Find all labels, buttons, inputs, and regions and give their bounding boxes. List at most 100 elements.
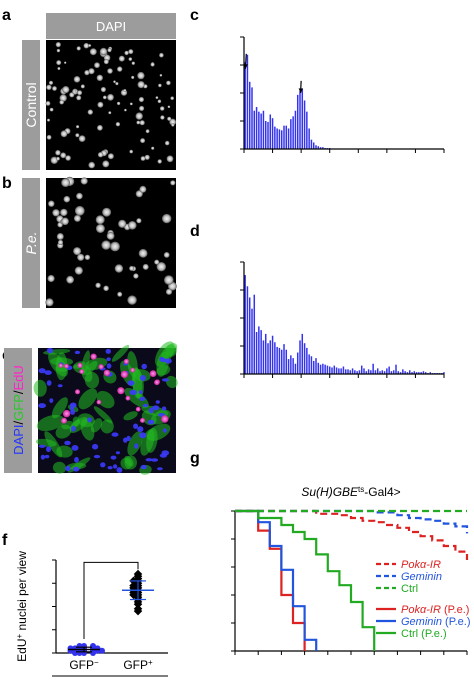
dapi-nucleus (64, 440, 71, 446)
nucleus (77, 90, 83, 96)
dapi-nucleus (157, 467, 163, 471)
edu-nucleus (123, 358, 129, 364)
nucleus (150, 62, 155, 67)
nucleus (73, 247, 82, 256)
gfp-cell (90, 418, 103, 433)
panel-label-c: c (190, 7, 199, 24)
dapi-nucleus (106, 357, 111, 362)
dapi-nucleus (148, 407, 154, 414)
dapi-nucleus (74, 350, 81, 355)
nucleus (97, 152, 104, 158)
nucleus (139, 120, 145, 126)
dapi-nucleus (49, 398, 54, 403)
histogram-bar (244, 62, 246, 150)
dapi-nucleus (162, 378, 169, 382)
dapi-nucleus (142, 403, 148, 408)
nucleus (88, 68, 95, 75)
nucleus (158, 83, 162, 88)
survival-curve (235, 509, 376, 651)
nucleus (46, 134, 52, 140)
nucleus (154, 259, 160, 265)
histogram-bar (315, 145, 317, 149)
nucleus (45, 101, 51, 106)
nucleus (124, 50, 129, 56)
histogram-bar (376, 368, 379, 374)
histogram-bar (255, 107, 258, 149)
survival-curves: Su(H)GBEts-Gal4>Pokα-IRGemininCtrlPokα-I… (231, 485, 471, 655)
nucleus (80, 84, 85, 89)
dapi-nucleus (57, 384, 63, 388)
nucleus (52, 86, 57, 91)
nucleus (159, 106, 165, 111)
nucleus (49, 107, 54, 112)
dapi-nucleus (46, 380, 52, 386)
dapi-nucleus (134, 443, 139, 449)
nucleus (164, 275, 174, 285)
survival-curve (235, 509, 469, 534)
nucleus (118, 55, 125, 62)
histogram-bar (299, 340, 301, 374)
gfp-cell (33, 379, 47, 397)
dapi-nucleus (139, 396, 146, 401)
nucleus (170, 96, 174, 100)
histogram-bar (276, 346, 278, 374)
nucleus (138, 96, 144, 103)
gfp-cell (127, 351, 138, 378)
nucleus (166, 155, 174, 163)
histogram-bar (276, 128, 278, 149)
gfp-cell (93, 406, 113, 424)
nucleus (171, 123, 175, 127)
nucleus (83, 42, 90, 49)
dapi-nucleus (162, 428, 167, 433)
dapi-nucleus (127, 380, 135, 386)
histogram-bar (287, 128, 290, 149)
dapi-nucleus (92, 443, 99, 450)
histogram-bar (413, 371, 416, 374)
histogram-bar (365, 371, 368, 374)
nucleus (76, 46, 81, 51)
histogram-bar (349, 370, 352, 374)
histogram-bar (308, 128, 310, 149)
histogram-bar (260, 330, 262, 374)
legend-suffix: (P.e.) (442, 616, 471, 628)
histogram-bar (317, 146, 320, 149)
nucleus (165, 288, 173, 295)
dapi-nucleus (100, 462, 106, 468)
histogram-bar (271, 118, 274, 149)
histogram-bar (404, 371, 406, 374)
nucleus (136, 120, 141, 125)
histogram-bar (315, 358, 317, 374)
gfp-cell (165, 375, 178, 389)
histogram-bar (274, 126, 276, 149)
histogram-bar (317, 362, 320, 374)
histogram-bar (299, 91, 301, 149)
nucleus (97, 124, 103, 131)
histogram-bar (324, 364, 326, 374)
category-text: GFP (69, 658, 94, 672)
nucleus (159, 74, 163, 77)
nucleus (108, 111, 112, 115)
edu-nucleus (130, 367, 136, 373)
nucleus (102, 95, 107, 100)
dapi-nucleus (139, 432, 147, 439)
dapi-header-bar (46, 13, 176, 39)
arrow-head (243, 64, 248, 69)
histogram-bar (253, 110, 256, 149)
nucleus (73, 76, 81, 83)
dapi-nucleus (123, 437, 128, 443)
histogram-bar (294, 110, 297, 149)
significance-bracket (83, 561, 139, 640)
nucleus (59, 94, 67, 102)
dapi-nucleus (155, 400, 160, 404)
histogram-bar (358, 370, 361, 374)
dapi-nucleus (139, 375, 146, 381)
gfp-cell (51, 397, 68, 419)
histogram-bar (322, 147, 324, 149)
nucleus (84, 70, 90, 76)
edu-nucleus (149, 370, 157, 377)
nucleus (159, 52, 164, 58)
nucleus (101, 240, 111, 250)
nucleus (74, 89, 78, 93)
nucleus (164, 140, 170, 146)
panel-label-g: g (190, 450, 200, 467)
